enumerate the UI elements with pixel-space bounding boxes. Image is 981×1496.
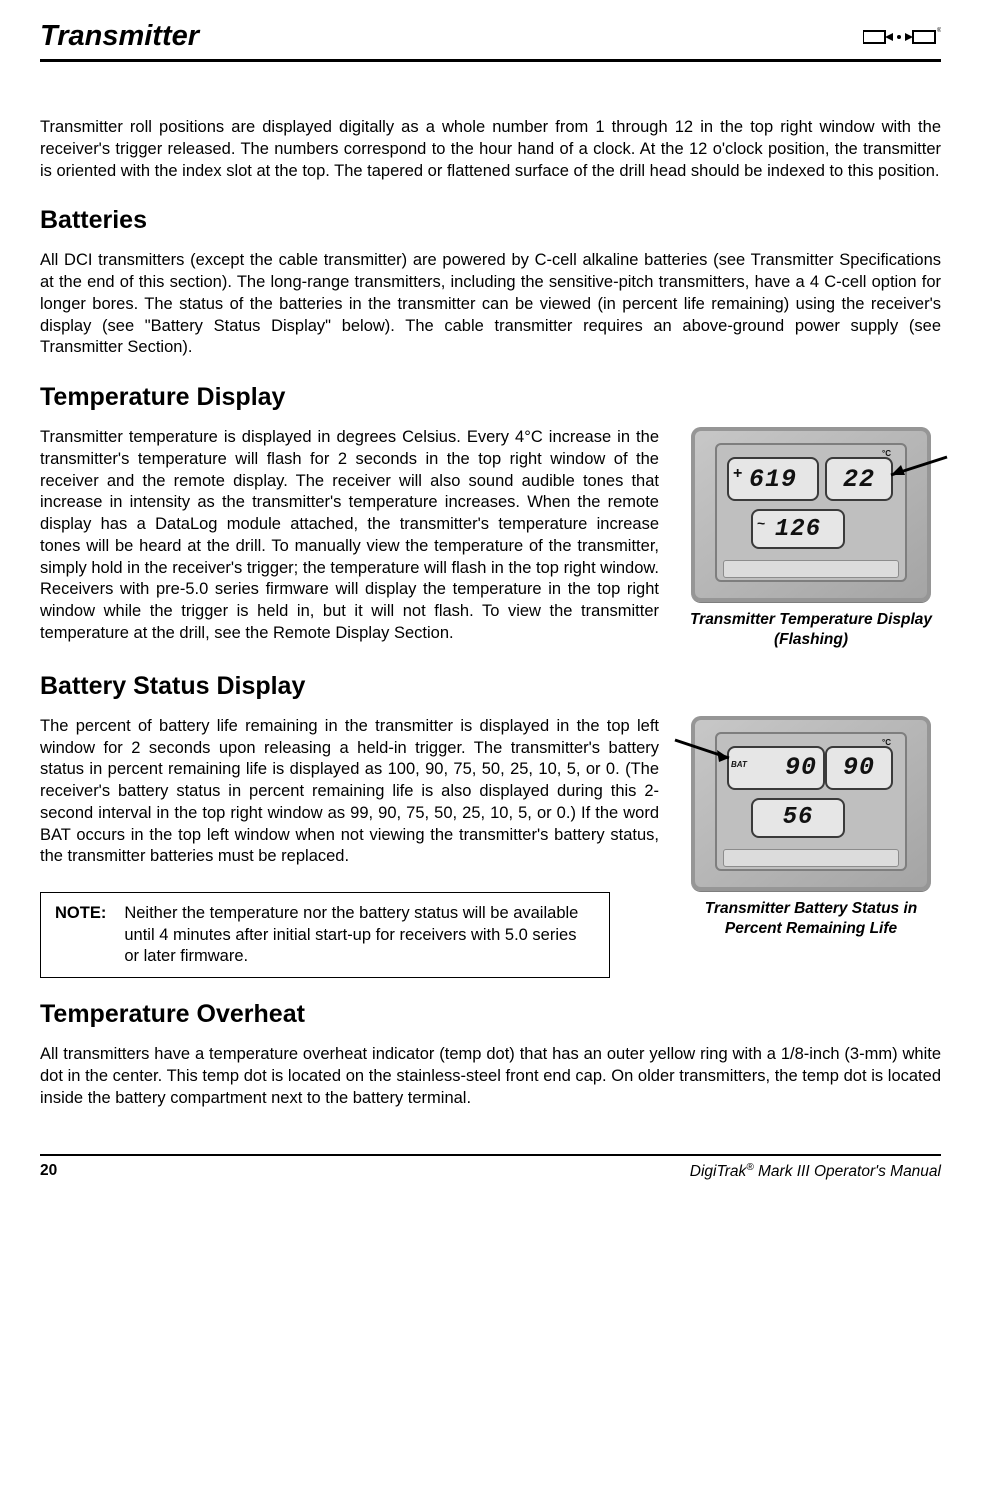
temperature-overheat-heading: Temperature Overheat [40, 1000, 941, 1029]
document-title: DigiTrak® Mark III Operator's Manual [690, 1162, 941, 1181]
lcd-bottom: 56 [751, 798, 845, 838]
lcd-top-right-value: 22 [843, 465, 875, 494]
batteries-paragraph: All DCI transmitters (except the cable t… [40, 250, 941, 359]
note-box: NOTE: Neither the temperature nor the ba… [40, 892, 610, 978]
lcd-top-left-value: 619 [749, 465, 797, 494]
page: Transmitter ® Transmitter roll positions… [0, 0, 981, 1201]
lcd-bottom-value: 56 [783, 804, 814, 831]
receiver-device-batt: °C 90 BAT 90 56 [691, 716, 931, 891]
note-label: NOTE: [55, 903, 106, 967]
temperature-overheat-paragraph: All transmitters have a temperature over… [40, 1044, 941, 1109]
temperature-figure-caption: Transmitter Temperature Display (Flashin… [681, 610, 941, 650]
device-label-strip [723, 560, 899, 578]
batteries-heading: Batteries [40, 206, 941, 235]
temperature-section: Transmitter temperature is displayed in … [40, 427, 941, 650]
temperature-text-column: Transmitter temperature is displayed in … [40, 427, 659, 650]
registered-mark-icon: ® [746, 1162, 753, 1173]
page-number: 20 [40, 1162, 57, 1181]
note-body: Neither the temperature nor the battery … [124, 903, 595, 967]
lcd-top-right-value: 90 [843, 753, 875, 782]
svg-text:®: ® [937, 27, 941, 34]
header-title: Transmitter [40, 20, 199, 53]
dci-logo-icon: ® [863, 26, 941, 48]
battery-paragraph: The percent of battery life remaining in… [40, 716, 659, 868]
lcd-top-left-value: 90 [785, 753, 817, 782]
footer-doc-name: DigiTrak [690, 1163, 747, 1180]
lcd-top-right: 90 [825, 746, 893, 790]
battery-text-column: The percent of battery life remaining in… [40, 716, 659, 979]
page-header: Transmitter ® [40, 20, 941, 62]
battery-figure: °C 90 BAT 90 56 Tran [681, 716, 941, 979]
battery-figure-caption: Transmitter Battery Status in Percent Re… [681, 899, 941, 939]
lcd-top-left-sign: + [733, 465, 742, 483]
lcd-bottom-sign: ~ [757, 515, 765, 531]
intro-paragraph: Transmitter roll positions are displayed… [40, 117, 941, 182]
battery-section: The percent of battery life remaining in… [40, 716, 941, 979]
temperature-display-heading: Temperature Display [40, 383, 941, 412]
temperature-figure: °C 619 + 22 126 ~ [681, 427, 941, 650]
footer-doc-rest: Mark III Operator's Manual [754, 1163, 941, 1180]
temperature-paragraph: Transmitter temperature is displayed in … [40, 427, 659, 645]
page-footer: 20 DigiTrak® Mark III Operator's Manual [40, 1154, 941, 1181]
battery-status-heading: Battery Status Display [40, 672, 941, 701]
device-label-strip [723, 849, 899, 867]
bat-prefix-label: BAT [731, 760, 747, 769]
lcd-bottom-value: 126 [775, 516, 821, 543]
receiver-device-temp: °C 619 + 22 126 ~ [691, 427, 931, 602]
lcd-top-right: 22 [825, 457, 893, 501]
